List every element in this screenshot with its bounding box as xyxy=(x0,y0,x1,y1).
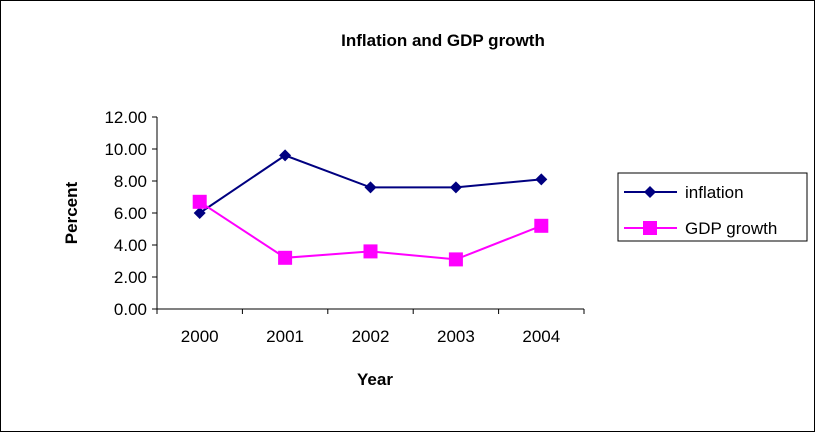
x-tick-label: 2003 xyxy=(437,327,475,346)
legend: inflation GDP growth xyxy=(617,172,808,242)
data-point-gdp-growth xyxy=(192,194,207,209)
data-point-gdp-growth xyxy=(363,244,378,259)
y-tick-label: 0.00 xyxy=(114,300,147,319)
legend-item-gdp-growth: GDP growth xyxy=(624,219,777,238)
y-tick-label: 10.00 xyxy=(104,140,147,159)
legend-item-inflation: inflation xyxy=(624,183,744,202)
x-tick-label: 2000 xyxy=(181,327,219,346)
legend-label: GDP growth xyxy=(685,219,777,238)
y-axis-title: Percent xyxy=(62,181,81,244)
x-tick-label: 2002 xyxy=(352,327,390,346)
axes: 0.00 2.00 4.00 6.00 8.00 10.00 12.00 2000 2001 20… xyxy=(104,108,585,346)
legend-marker xyxy=(643,221,657,235)
legend-label: inflation xyxy=(685,183,744,202)
y-tick-label: 8.00 xyxy=(114,172,147,191)
data-point-gdp-growth xyxy=(448,252,463,267)
y-tick-label: 2.00 xyxy=(114,268,147,287)
data-point-gdp-growth xyxy=(534,218,549,233)
data-point-inflation xyxy=(449,181,462,194)
series-layer xyxy=(192,149,549,267)
legend-marker xyxy=(644,186,656,198)
y-tick-label: 6.00 xyxy=(114,204,147,223)
data-point-inflation xyxy=(279,149,292,162)
chart-title: Inflation and GDP growth xyxy=(341,31,545,50)
data-point-inflation xyxy=(193,207,206,219)
data-point-gdp-growth xyxy=(278,250,293,265)
series-gdp-growth xyxy=(192,194,549,267)
x-axis-title: Year xyxy=(357,370,393,389)
data-point-inflation xyxy=(364,181,377,194)
y-tick-label: 4.00 xyxy=(114,236,147,255)
x-tick-label: 2001 xyxy=(266,327,304,346)
y-tick-label: 12.00 xyxy=(104,108,147,127)
data-point-inflation xyxy=(535,173,548,186)
x-tick-label: 2004 xyxy=(522,327,560,346)
series-inflation xyxy=(193,149,548,219)
